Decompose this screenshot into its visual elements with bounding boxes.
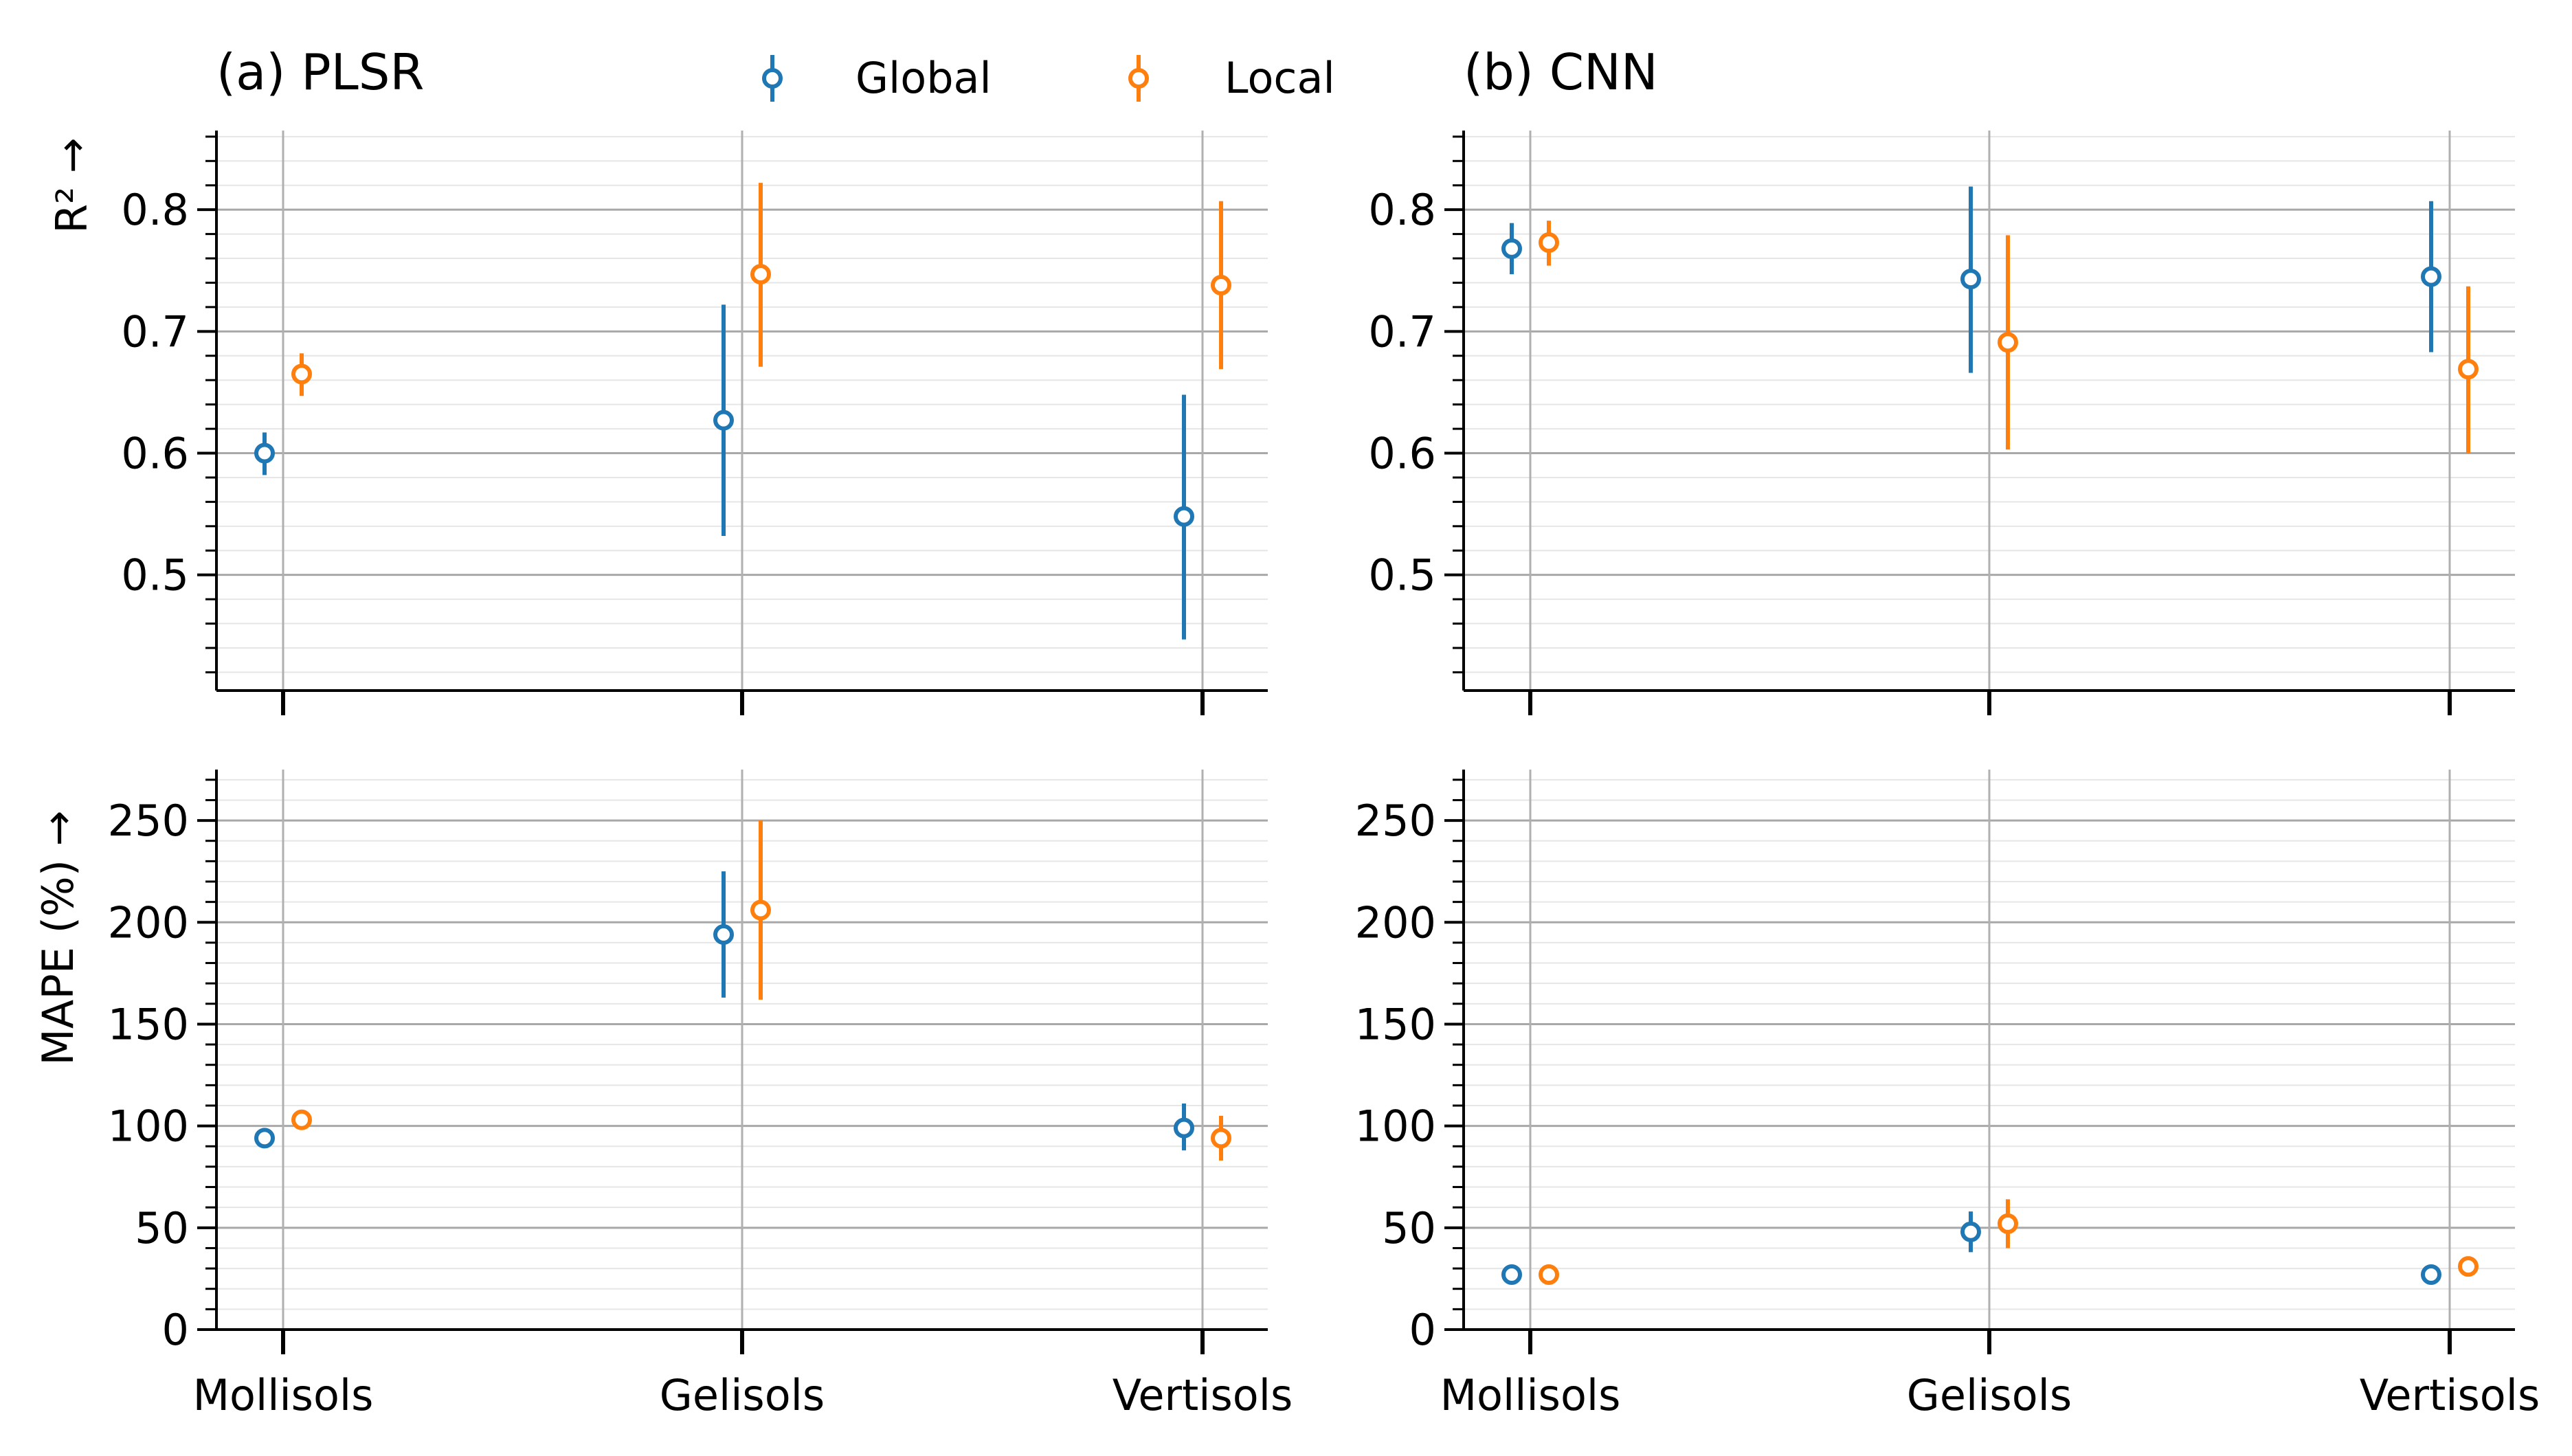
data-point <box>1211 275 1231 296</box>
data-point <box>713 924 734 945</box>
data-point <box>1960 1221 1981 1242</box>
y-tick-label: 50 <box>1382 1203 1436 1253</box>
panel-cnn-r2: 0.5 0.6 0.7 0.8 <box>1368 131 2515 715</box>
data-point <box>750 264 771 285</box>
data-point <box>1998 332 2018 353</box>
data-point <box>2458 359 2479 380</box>
data-point <box>1539 1264 1559 1285</box>
data-point <box>1174 1117 1194 1139</box>
x-tick-label: Gelisols <box>660 1370 825 1420</box>
data-point <box>254 443 275 464</box>
data-point <box>713 410 734 431</box>
y-tick-label: 0.8 <box>121 185 189 235</box>
y-tick-label: 0.5 <box>121 550 189 601</box>
data-point <box>1998 1213 2018 1234</box>
data-point <box>254 1128 275 1149</box>
y-tick-label: 0 <box>162 1305 189 1355</box>
legend-marker-global <box>762 55 783 102</box>
data-point <box>750 899 771 921</box>
data-point <box>2458 1256 2479 1277</box>
data-point <box>1501 1264 1522 1285</box>
x-tick-label: Gelisols <box>1907 1370 2072 1420</box>
y-tick-label: 0.6 <box>121 429 189 479</box>
data-point <box>2421 1264 2441 1285</box>
panel-cnn-mape: 0 50 100 150 200 250 Mollisols Gelisols Vertisol… <box>1355 770 2540 1420</box>
panel-title-cnn: (b) CNN <box>1464 43 1658 101</box>
legend-label-local: Local <box>1225 53 1335 103</box>
data-point <box>291 363 312 385</box>
panel-plsr-r2: 0.5 0.6 0.7 0.8 <box>121 131 1268 715</box>
y-axis-label-r2: R² → <box>47 137 97 234</box>
y-tick-label: 0.7 <box>121 306 189 357</box>
data-point <box>291 1109 312 1130</box>
x-tick-label: Mollisols <box>1440 1370 1621 1420</box>
data-point <box>1501 238 1522 259</box>
data-point <box>1211 1128 1231 1149</box>
y-tick-label: 150 <box>1355 999 1436 1049</box>
y-tick-label: 50 <box>135 1203 189 1253</box>
panel-plsr-mape: 0 50 100 150 200 250 Mollisols Gelisols Vertisol… <box>108 770 1293 1420</box>
data-point <box>1539 232 1559 253</box>
y-tick-label: 150 <box>108 999 189 1049</box>
y-tick-label: 0 <box>1409 1305 1436 1355</box>
data-point <box>2421 266 2441 287</box>
x-tick-label: Vertisols <box>2360 1370 2540 1420</box>
y-tick-label: 0.7 <box>1368 306 1436 357</box>
legend-marker-local <box>1128 55 1149 102</box>
data-point <box>1960 269 1981 290</box>
y-tick-label: 250 <box>1355 796 1436 846</box>
panel-title-plsr: (a) PLSR <box>216 43 424 101</box>
legend: Global Local <box>762 53 1335 103</box>
y-tick-label: 0.8 <box>1368 185 1436 235</box>
y-tick-label: 200 <box>108 897 189 948</box>
y-axis-label-mape: MAPE (%) → <box>33 810 83 1065</box>
y-tick-label: 200 <box>1355 897 1436 948</box>
y-tick-label: 0.5 <box>1368 550 1436 601</box>
legend-label-global: Global <box>856 53 992 103</box>
y-tick-label: 0.6 <box>1368 429 1436 479</box>
y-tick-label: 100 <box>1355 1101 1436 1152</box>
y-tick-label: 250 <box>108 796 189 846</box>
y-tick-label: 100 <box>108 1101 189 1152</box>
x-tick-label: Mollisols <box>193 1370 374 1420</box>
data-point <box>1174 506 1194 527</box>
x-tick-label: Vertisols <box>1112 1370 1293 1420</box>
